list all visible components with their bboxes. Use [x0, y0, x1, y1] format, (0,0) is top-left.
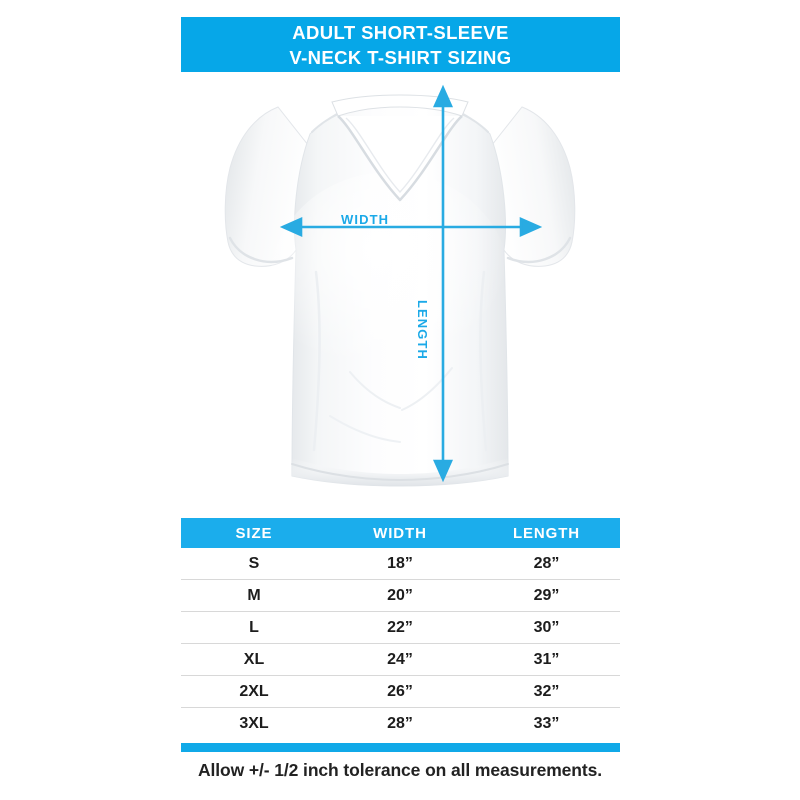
cell-size: L [249, 618, 259, 636]
table-row: 3XL 28” 33” [181, 708, 620, 739]
tolerance-note: Allow +/- 1/2 inch tolerance on all meas… [197, 760, 603, 780]
cell-width: 28” [387, 714, 413, 732]
cell-size: 2XL [239, 682, 269, 700]
tshirt-illustration: WIDTH LENGTH [0, 72, 800, 512]
length-measure-label: LENGTH [415, 300, 430, 361]
size-chart-table: SIZE WIDTH LENGTH S 18” 28” M 20” 29” L … [181, 518, 620, 739]
cell-length: 29” [533, 586, 560, 604]
measurement-arrows [279, 84, 543, 483]
table-header-row: SIZE WIDTH LENGTH [181, 518, 620, 548]
cell-size: S [248, 554, 260, 572]
table-row: M 20” 29” [181, 580, 620, 612]
cell-width: 22” [387, 618, 413, 636]
cell-width: 20” [387, 586, 413, 604]
cell-length: 32” [533, 682, 560, 700]
width-measure-label: WIDTH [341, 212, 390, 227]
table-row: L 22” 30” [181, 612, 620, 644]
column-header-length: LENGTH [512, 524, 581, 542]
cell-width: 26” [387, 682, 413, 700]
cell-width: 18” [387, 554, 413, 572]
cell-width: 24” [387, 650, 413, 668]
footer-divider-bar [181, 743, 620, 752]
cell-size: M [247, 586, 261, 604]
table-row: S 18” 28” [181, 548, 620, 580]
cell-length: 28” [533, 554, 560, 572]
table-row: 2XL 26” 32” [181, 676, 620, 708]
width-arrow [279, 216, 543, 238]
cell-size: 3XL [239, 714, 269, 732]
column-header-width: WIDTH [373, 524, 427, 542]
column-header-size: SIZE [235, 524, 273, 542]
cell-size: XL [243, 650, 265, 668]
cell-length: 30” [533, 618, 560, 636]
sizing-chart-title-banner: ADULT SHORT-SLEEVE V-NECK T-SHIRT SIZING [181, 17, 620, 72]
cell-length: 31” [533, 650, 560, 668]
table-row: XL 24” 31” [181, 644, 620, 676]
title-line-1: ADULT SHORT-SLEEVE [292, 21, 509, 43]
length-arrow [432, 84, 454, 483]
title-line-2: V-NECK T-SHIRT SIZING [289, 46, 512, 68]
cell-length: 33” [533, 714, 560, 732]
